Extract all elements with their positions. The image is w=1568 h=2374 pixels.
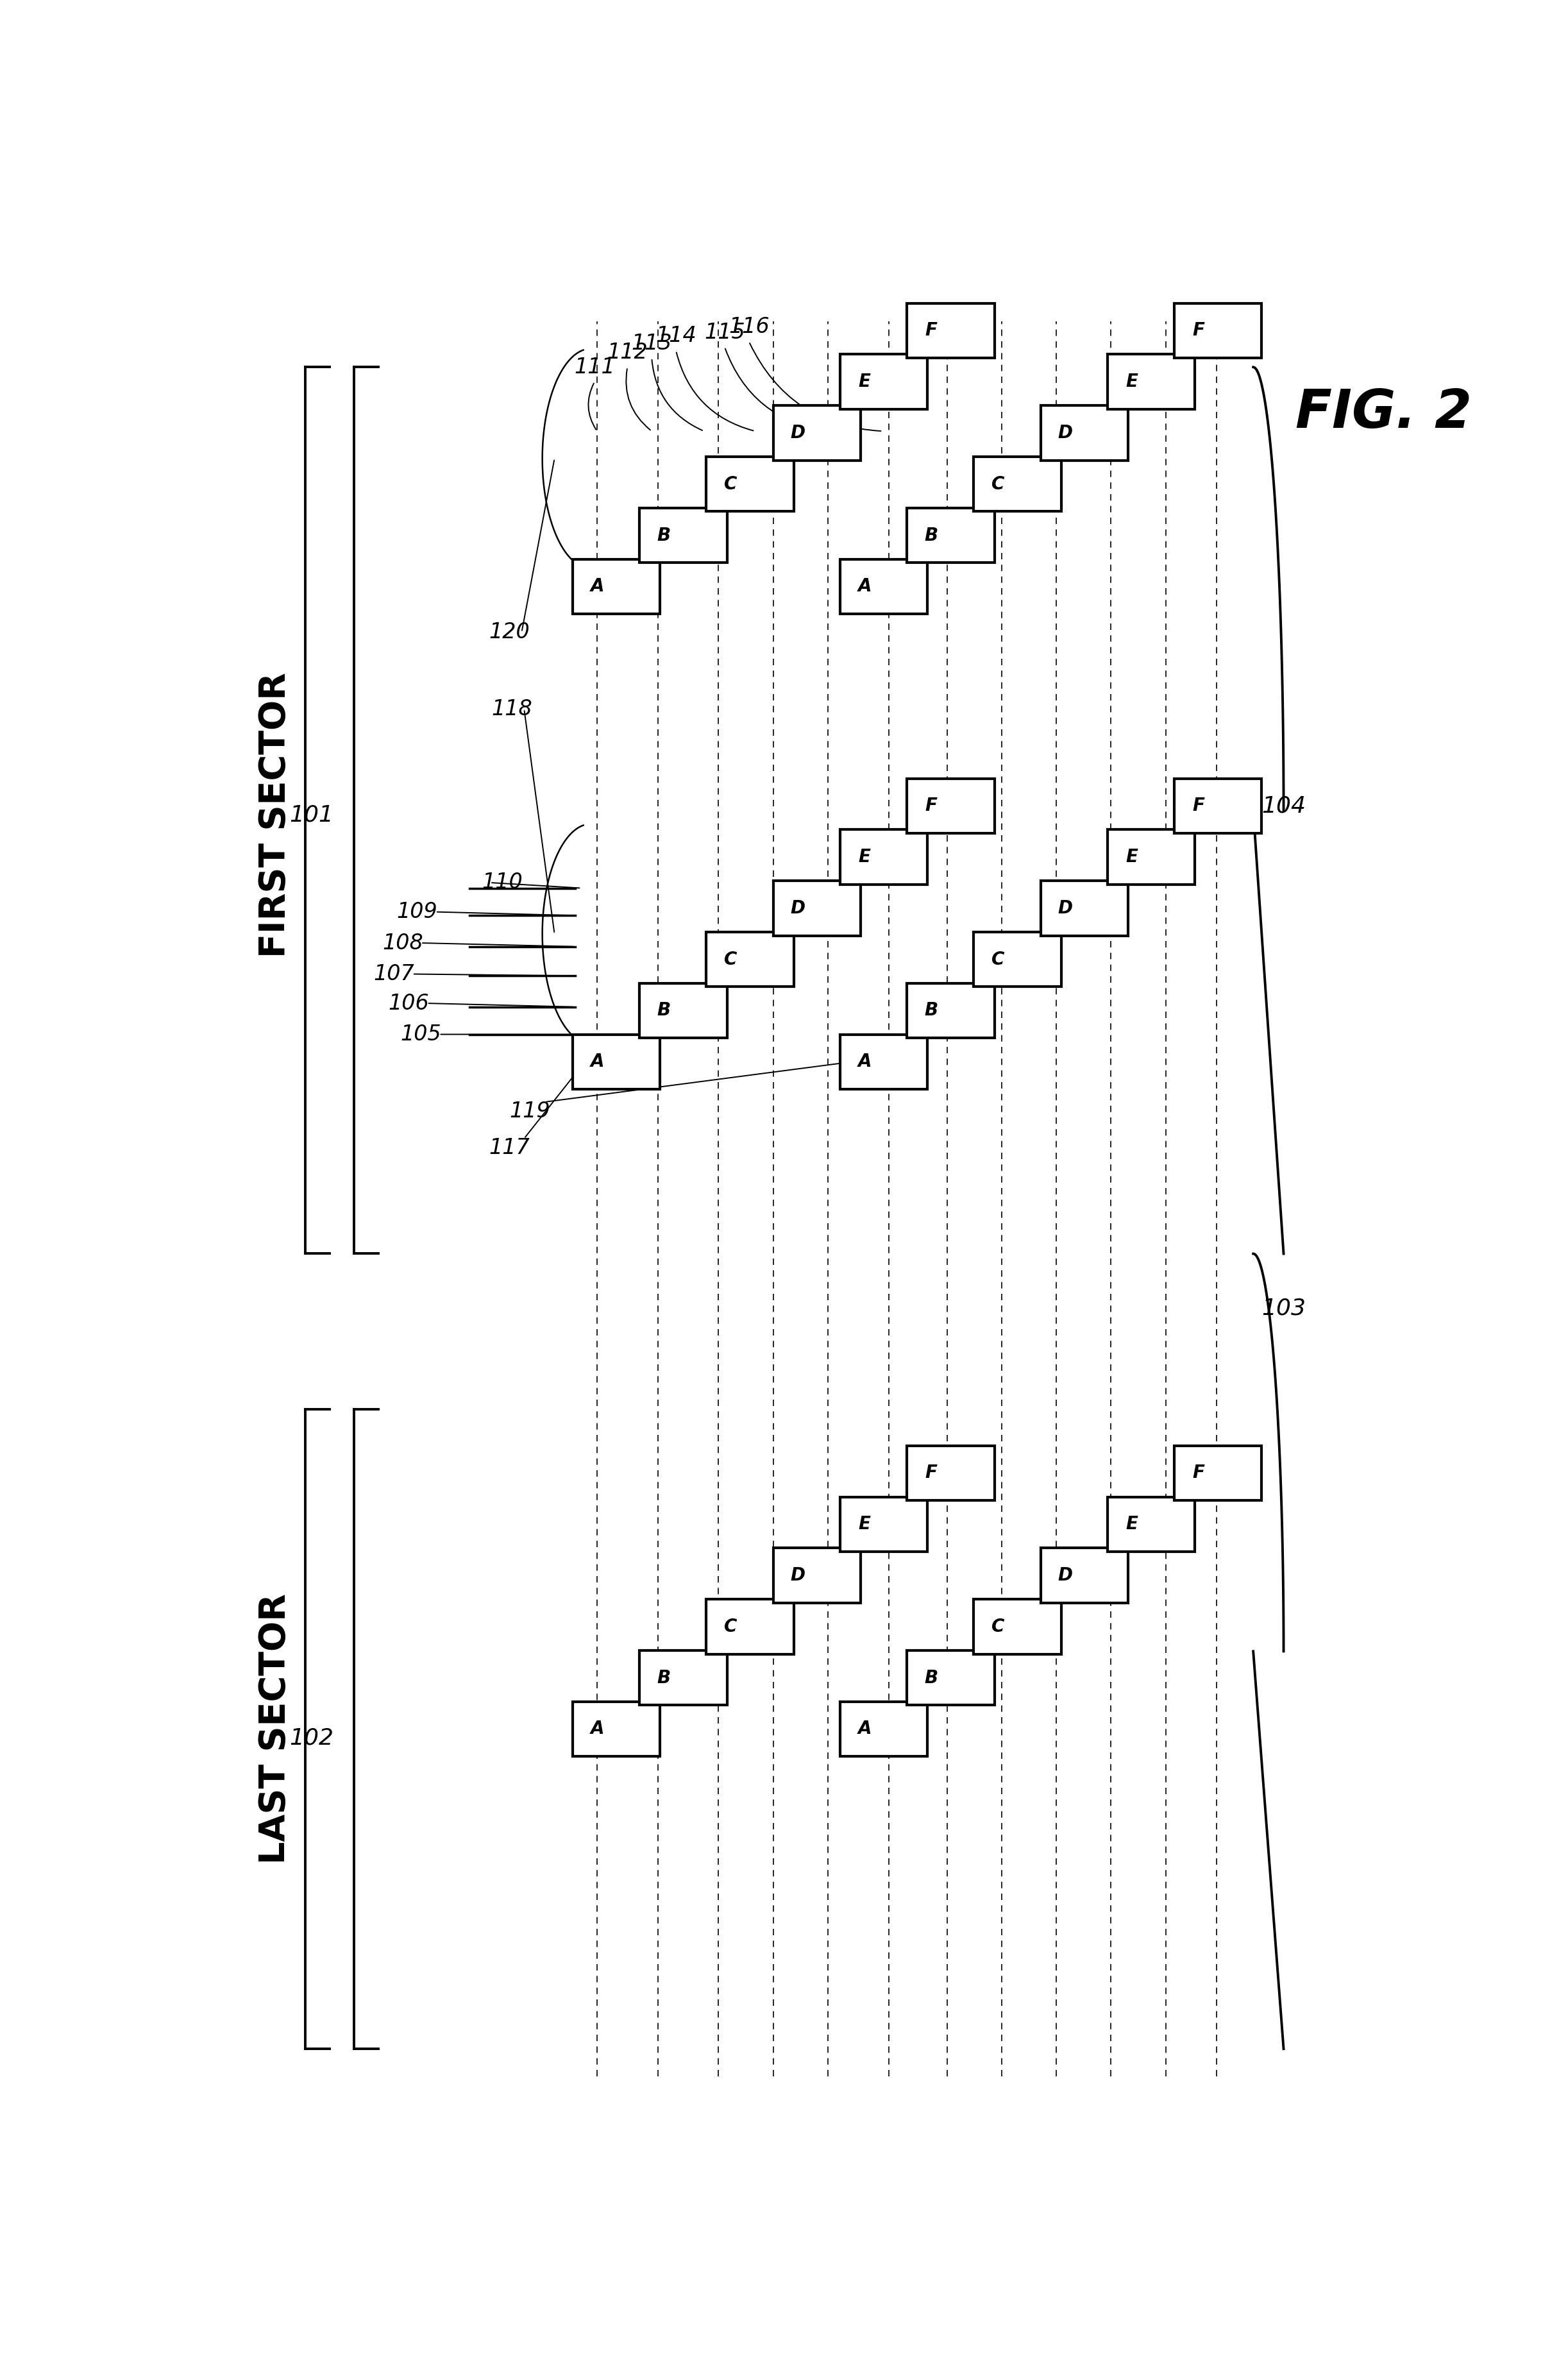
FancyBboxPatch shape [840,829,928,886]
FancyBboxPatch shape [840,354,928,408]
FancyBboxPatch shape [1107,829,1195,886]
Text: 106: 106 [389,992,430,1014]
Text: 110: 110 [481,871,522,893]
Text: D: D [1058,900,1073,916]
Text: A: A [590,1052,604,1071]
Text: 114: 114 [655,325,696,347]
FancyBboxPatch shape [1174,779,1262,833]
Text: E: E [858,848,870,867]
Text: B: B [657,1669,671,1688]
FancyBboxPatch shape [906,1446,994,1500]
Text: FIG. 2: FIG. 2 [1295,387,1472,439]
FancyBboxPatch shape [572,1035,660,1090]
Text: LAST SECTOR: LAST SECTOR [257,1593,292,1864]
FancyBboxPatch shape [974,1600,1062,1655]
Text: E: E [858,373,870,392]
Text: 120: 120 [489,622,530,643]
Text: A: A [858,1052,872,1071]
Text: A: A [858,1721,872,1738]
Text: F: F [925,798,938,814]
FancyBboxPatch shape [572,560,660,615]
FancyBboxPatch shape [640,1650,728,1705]
Text: B: B [925,527,938,544]
FancyBboxPatch shape [974,456,1062,510]
FancyBboxPatch shape [906,983,994,1037]
Text: E: E [858,1515,870,1534]
Text: C: C [724,1617,737,1636]
Text: A: A [590,577,604,596]
Text: 112: 112 [607,342,648,363]
Text: A: A [858,577,872,596]
FancyBboxPatch shape [840,560,928,615]
Text: C: C [724,950,737,969]
FancyBboxPatch shape [906,304,994,358]
FancyBboxPatch shape [840,1035,928,1090]
Text: 118: 118 [491,698,533,719]
Text: F: F [925,320,938,339]
Text: D: D [1058,1567,1073,1583]
Text: E: E [1126,373,1138,392]
FancyBboxPatch shape [1041,881,1127,935]
Text: E: E [1126,848,1138,867]
FancyBboxPatch shape [1107,1498,1195,1553]
FancyBboxPatch shape [773,881,861,935]
Text: F: F [1193,320,1204,339]
FancyBboxPatch shape [1174,304,1262,358]
Text: 109: 109 [397,902,437,923]
FancyBboxPatch shape [706,933,793,988]
Text: C: C [991,950,1005,969]
Text: 113: 113 [632,332,673,354]
FancyBboxPatch shape [706,456,793,510]
Text: D: D [1058,425,1073,442]
Text: 117: 117 [489,1137,530,1159]
Text: D: D [790,1567,804,1583]
FancyBboxPatch shape [840,1498,928,1553]
Text: 104: 104 [1262,795,1306,817]
FancyBboxPatch shape [640,983,728,1037]
Text: 115: 115 [704,323,745,342]
Text: 107: 107 [373,964,414,985]
Text: C: C [991,1617,1005,1636]
FancyBboxPatch shape [572,1702,660,1757]
FancyBboxPatch shape [906,508,994,563]
FancyBboxPatch shape [773,1548,861,1602]
FancyBboxPatch shape [906,1650,994,1705]
Text: 103: 103 [1262,1299,1306,1320]
Text: B: B [925,1002,938,1018]
FancyBboxPatch shape [906,779,994,833]
FancyBboxPatch shape [640,508,728,563]
Text: 119: 119 [510,1102,550,1121]
Text: F: F [1193,1465,1204,1481]
Text: 101: 101 [290,805,334,826]
Text: 111: 111 [574,356,615,377]
Text: 105: 105 [400,1023,441,1045]
Text: A: A [590,1721,604,1738]
Text: FIRST SECTOR: FIRST SECTOR [257,672,292,957]
Text: 102: 102 [290,1728,334,1750]
Text: D: D [790,900,804,916]
Text: E: E [1126,1515,1138,1534]
FancyBboxPatch shape [773,406,861,461]
FancyBboxPatch shape [840,1702,928,1757]
FancyBboxPatch shape [1174,1446,1262,1500]
FancyBboxPatch shape [974,933,1062,988]
FancyBboxPatch shape [1107,354,1195,408]
Text: D: D [790,425,804,442]
Text: C: C [991,475,1005,494]
Text: B: B [657,527,671,544]
Text: 108: 108 [383,933,423,954]
Text: 116: 116 [729,316,770,337]
FancyBboxPatch shape [1041,1548,1127,1602]
Text: B: B [657,1002,671,1018]
Text: C: C [724,475,737,494]
FancyBboxPatch shape [706,1600,793,1655]
FancyBboxPatch shape [1041,406,1127,461]
Text: F: F [1193,798,1204,814]
Text: B: B [925,1669,938,1688]
Text: F: F [925,1465,938,1481]
